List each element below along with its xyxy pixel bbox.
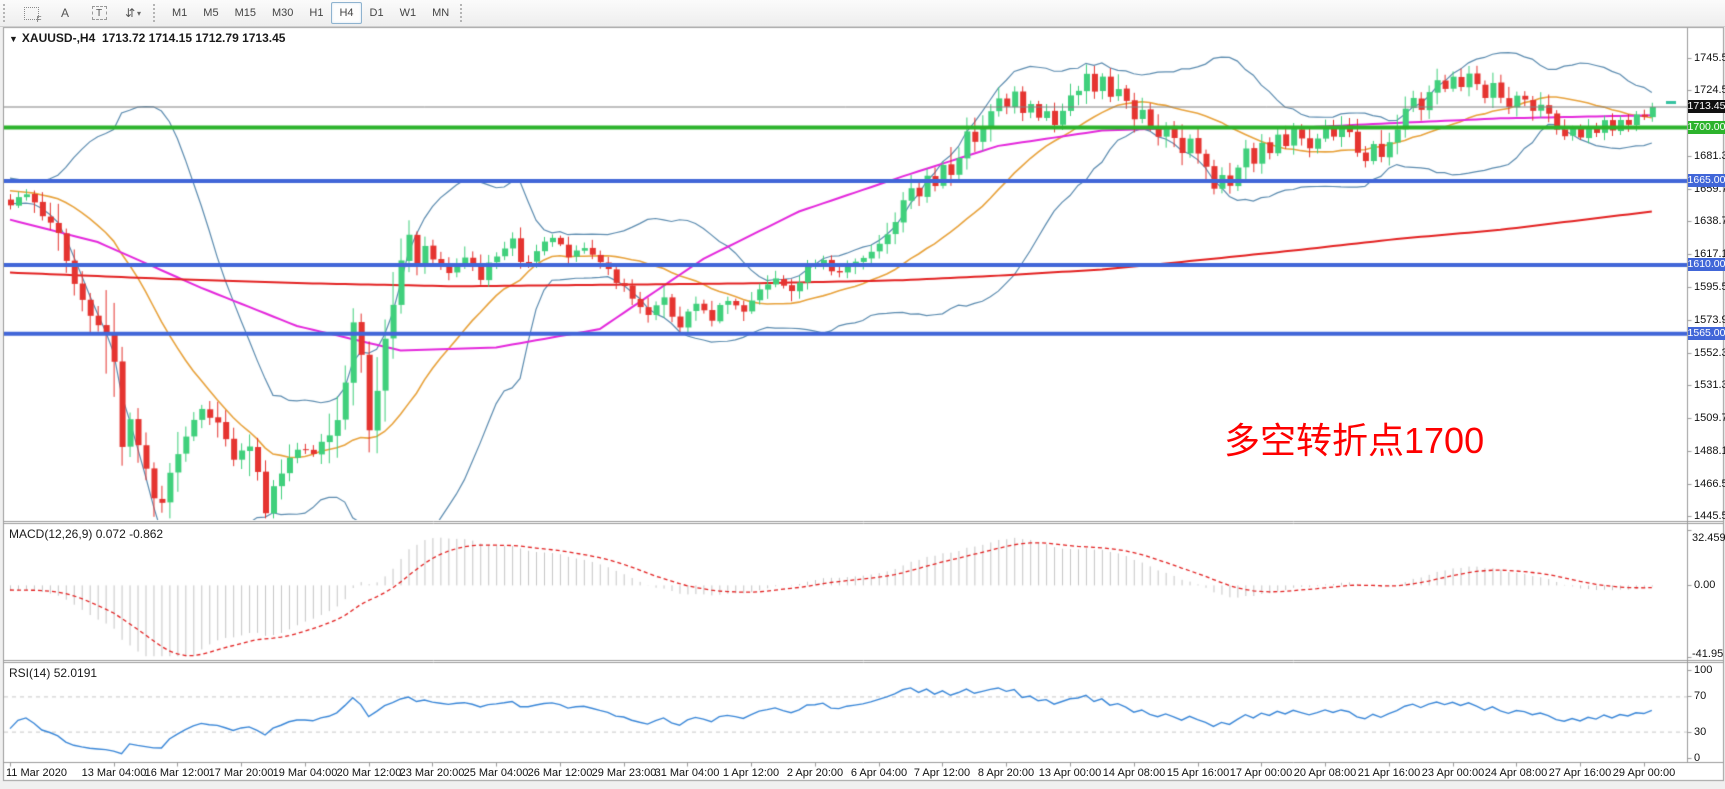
timeframe-button-m1[interactable]: M1 bbox=[172, 7, 188, 19]
arrow-style-icon[interactable]: A bbox=[49, 2, 81, 24]
dropdown-caret-icon: ▾ bbox=[137, 8, 142, 18]
timeframe-button-h4[interactable]: H4 bbox=[331, 2, 362, 24]
cycle-arrows-icon[interactable]: ⇵ ▾ bbox=[117, 2, 149, 24]
chart-grid-f-icon[interactable]: F bbox=[15, 2, 47, 24]
toolbar-grip[interactable] bbox=[3, 4, 9, 22]
timeframe-button-d1[interactable]: D1 bbox=[369, 7, 384, 19]
timeframe-button-w1[interactable]: W1 bbox=[399, 7, 417, 19]
toolbar: F A T ⇵ ▾ M1 M5 M15 M30 H1 H4 D1 W1 MN bbox=[0, 0, 1725, 27]
timeframe-group-grip[interactable] bbox=[153, 4, 159, 22]
text-icon: T bbox=[91, 6, 107, 20]
grid-icon: F bbox=[23, 6, 42, 24]
timeframe-button-m30[interactable]: M30 bbox=[271, 7, 294, 19]
letter-a-icon: A bbox=[60, 6, 69, 20]
timeframe-button-mn[interactable]: MN bbox=[432, 7, 450, 19]
timeframe-button-m15[interactable]: M15 bbox=[234, 7, 256, 19]
timeframe-buttons: M1 M5 M15 M30 H1 H4 D1 W1 MN bbox=[164, 2, 457, 24]
arrows-icon: ⇵ bbox=[124, 6, 136, 20]
text-label-tool-icon[interactable]: T bbox=[83, 2, 115, 24]
toolbar-end-grip[interactable] bbox=[460, 4, 466, 22]
timeframe-button-h1[interactable]: H1 bbox=[309, 7, 324, 19]
timeframe-button-m5[interactable]: M5 bbox=[203, 7, 219, 19]
